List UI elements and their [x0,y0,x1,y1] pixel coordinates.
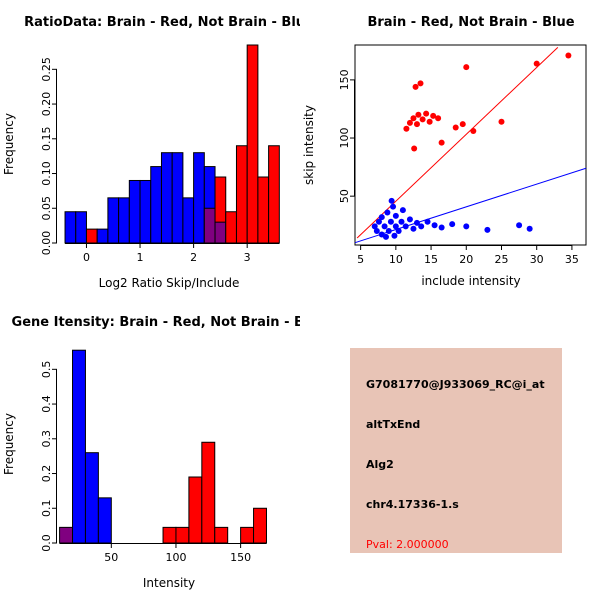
svg-text:0.4: 0.4 [40,395,53,413]
svg-text:0.0: 0.0 [40,534,53,552]
svg-text:0.10: 0.10 [40,161,53,186]
svg-text:0.3: 0.3 [40,430,53,448]
svg-text:100: 100 [338,128,351,149]
ratio-histogram: RatioData: Brain - Red, Not Brain - Blue… [2,15,314,290]
svg-text:0.25: 0.25 [40,57,53,82]
svg-text:15: 15 [424,253,438,266]
svg-text:25: 25 [494,253,508,266]
svg-text:50: 50 [104,551,118,564]
probe-id: G7081770@J933069_RC@i_at [366,378,545,391]
gene-intensity-histogram-title: Gene Itensity: Brain - Red, Not Brain - … [12,315,300,330]
ratio-histogram-xlabel: Log2 Ratio Skip/Include [99,276,240,290]
svg-text:0: 0 [83,251,90,264]
svg-text:0.5: 0.5 [40,361,53,379]
svg-text:150: 150 [230,551,251,564]
intensity-scatter: Brain - Red, Not Brain - Blue include in… [302,15,587,288]
ratio-histogram-panel: RatioData: Brain - Red, Not Brain - Blue… [0,0,314,300]
svg-text:0.1: 0.1 [40,500,53,518]
svg-text:5: 5 [357,253,364,266]
gene-intensity-histogram-xlabel: Intensity [143,576,195,590]
svg-text:3: 3 [244,251,251,264]
ratio-histogram-ylabel: Frequency [2,113,16,175]
genomic-location: chr4.17336-1.s [366,498,459,511]
intensity-scatter-ylabel: skip intensity [302,105,316,185]
svg-text:1: 1 [137,251,144,264]
svg-text:50: 50 [338,189,351,203]
ratio-histogram-plot-area: 0 1 2 3 0.00 0.05 0.10 0.15 0.20 0.25 [40,44,280,264]
ratio-histogram-title: RatioData: Brain - Red, Not Brain - Blue [24,15,300,30]
svg-text:10: 10 [389,253,403,266]
svg-text:150: 150 [338,69,351,90]
event-type: altTxEnd [366,418,421,431]
svg-text:0.00: 0.00 [40,231,53,256]
gene-info-box: G7081770@J933069_RC@i_at altTxEnd Alg2 c… [350,348,562,553]
svg-text:35: 35 [565,253,579,266]
gene-symbol: Alg2 [366,458,394,471]
gene-intensity-histogram: Gene Itensity: Brain - Red, Not Brain - … [2,315,327,590]
svg-text:2: 2 [190,251,197,264]
gene-intensity-histogram-panel: Gene Itensity: Brain - Red, Not Brain - … [0,300,327,600]
intensity-scatter-panel: Brain - Red, Not Brain - Blue include in… [300,0,600,300]
intensity-scatter-title: Brain - Red, Not Brain - Blue [367,15,574,30]
svg-text:0.20: 0.20 [40,92,53,117]
svg-text:0.05: 0.05 [40,196,53,221]
svg-text:30: 30 [530,253,544,266]
intensity-scatter-xlabel: include intensity [421,274,520,288]
svg-text:100: 100 [165,551,186,564]
svg-text:0.15: 0.15 [40,127,53,152]
intensity-scatter-plot-area: 5 10 15 20 25 30 35 50 100 150 [338,44,587,266]
info-panel: G7081770@J933069_RC@i_at altTxEnd Alg2 c… [300,300,600,600]
gene-intensity-histogram-plot-area: 50 100 150 0.0 0.1 0.2 0.3 0.4 0.5 [40,349,267,564]
svg-text:20: 20 [459,253,473,266]
svg-text:0.2: 0.2 [40,465,53,483]
gene-intensity-histogram-ylabel: Frequency [2,413,16,475]
pval-text: Pval: 2.000000 [366,538,449,551]
